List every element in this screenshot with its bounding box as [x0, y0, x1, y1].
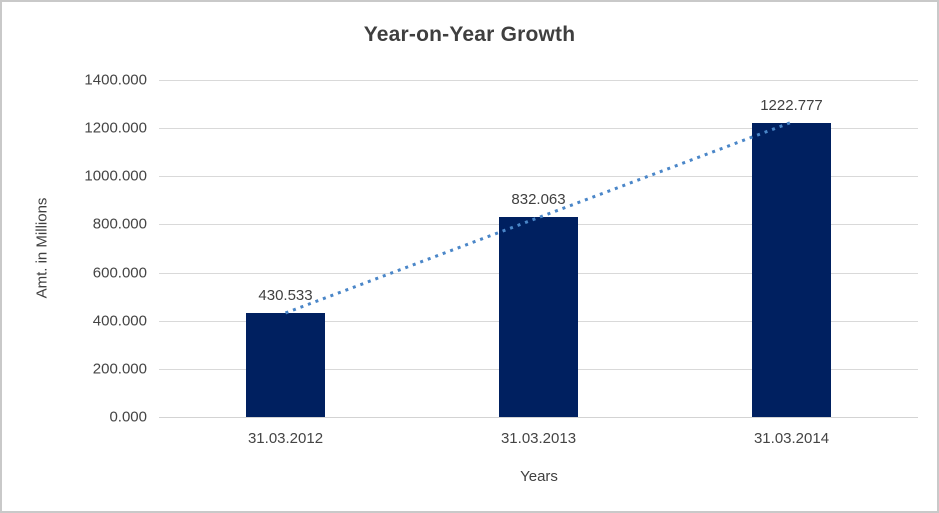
x-tick-label: 31.03.2013	[500, 430, 577, 447]
y-axis-title: Amt. in Millions	[33, 197, 51, 299]
y-tick-label: 1000.000	[84, 167, 147, 185]
y-tick-label: 1200.000	[84, 119, 147, 137]
chart-title: Year-on-Year Growth	[363, 23, 576, 46]
x-tick-label: 31.03.2014	[753, 430, 830, 447]
data-label: 1222.777	[760, 96, 823, 114]
gridline	[159, 80, 918, 81]
data-label: 832.063	[511, 190, 566, 208]
y-tick-label: 0.000	[109, 408, 147, 426]
y-tick-label: 600.000	[92, 264, 147, 282]
bar-31.03.2012	[246, 313, 325, 417]
bar-31.03.2014	[752, 122, 831, 417]
x-axis-line	[159, 417, 918, 418]
y-tick-label: 1400.000	[84, 71, 147, 89]
bar-31.03.2013	[499, 216, 578, 417]
x-tick-label: 31.03.2012	[247, 430, 324, 447]
y-tick-label: 800.000	[92, 215, 147, 233]
y-tick-label: 400.000	[92, 312, 147, 330]
data-label: 430.533	[258, 287, 313, 305]
y-tick-label: 200.000	[92, 360, 147, 378]
x-axis-title: Years	[520, 468, 558, 485]
